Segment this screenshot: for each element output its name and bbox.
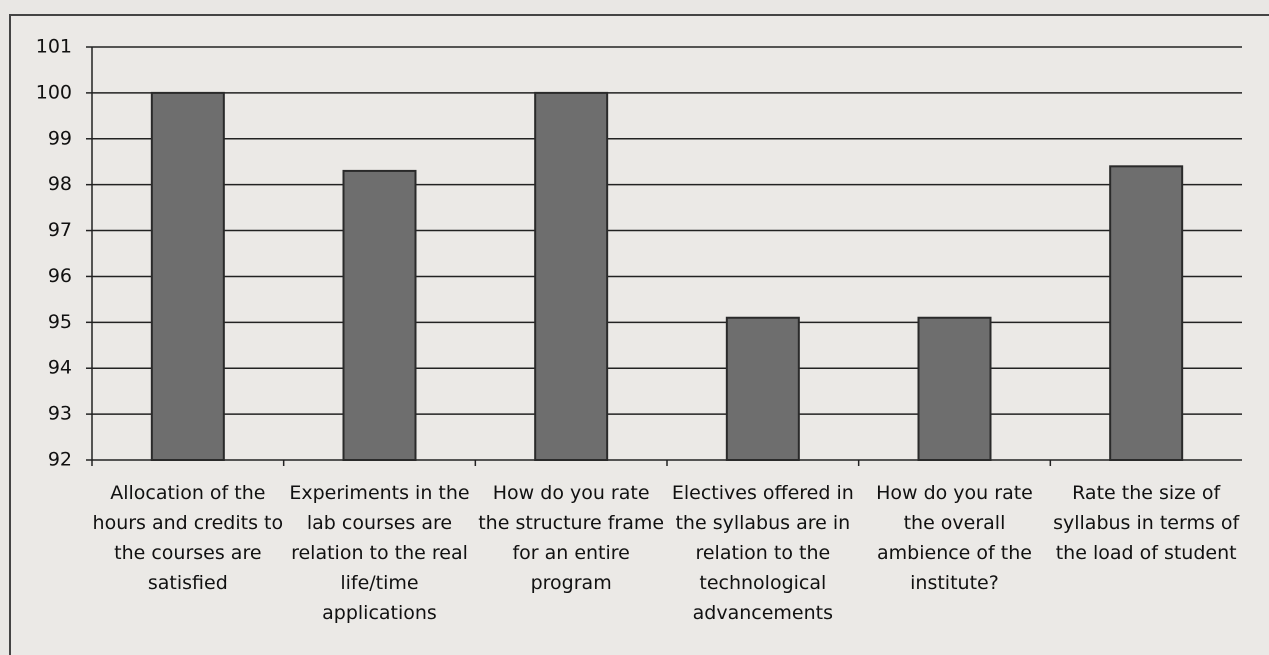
x-tick-label: Electives offered in the syllabus are in… [671, 482, 854, 624]
x-tick-label: How do you rate the overall ambience of … [876, 482, 1033, 594]
x-tick-label: Experiments in the lab courses are relat… [289, 482, 470, 624]
y-tick-label: 100 [36, 81, 72, 103]
bar [1109, 165, 1184, 462]
x-tick-label: How do you rate the structure frame for … [478, 482, 665, 594]
y-tick-label: 93 [48, 403, 72, 425]
y-tick-label: 94 [48, 357, 72, 379]
y-tick-label: 101 [36, 36, 72, 58]
bar [725, 316, 800, 461]
y-tick-label: 92 [48, 449, 72, 471]
y-tick-label: 95 [48, 311, 72, 333]
y-tick-label: 97 [48, 219, 72, 241]
y-tick-label: 99 [48, 127, 72, 149]
y-tick-label: 96 [48, 265, 72, 287]
bar [150, 91, 225, 461]
bar [917, 316, 992, 461]
bar [534, 91, 609, 461]
bar [342, 169, 417, 461]
y-tick-label: 98 [48, 173, 72, 195]
x-tick-label: Allocation of the hours and credits to t… [92, 482, 284, 594]
x-tick-label: Rate the size of syllabus in terms of th… [1053, 482, 1240, 564]
